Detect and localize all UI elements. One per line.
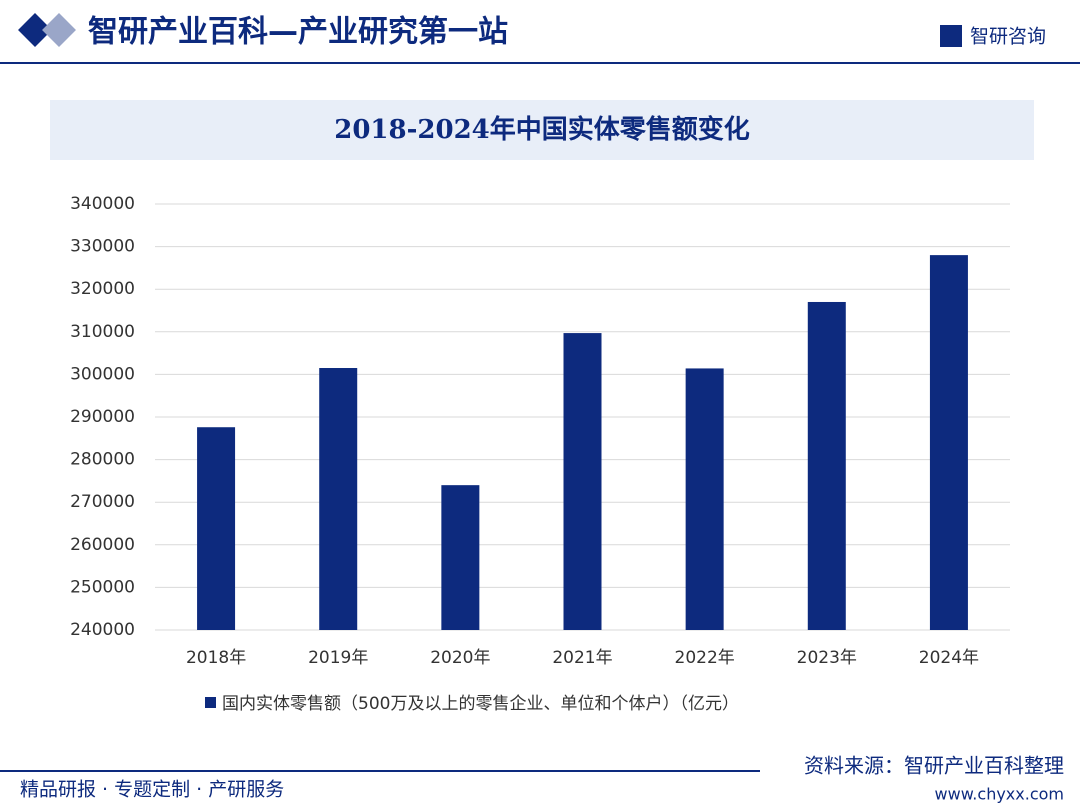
y-tick-label: 330000 [70,237,135,257]
bar [807,301,846,630]
bar [685,368,724,630]
x-tick-label: 2021年 [552,648,612,668]
x-tick-label: 2020年 [430,648,490,668]
y-tick-label: 250000 [70,577,135,597]
chart-title: 2018-2024年中国实体零售额变化 [334,114,750,145]
x-tick-label: 2018年 [186,648,246,668]
y-tick-label: 280000 [70,450,135,470]
logo-icon [940,25,962,47]
bar [197,427,236,630]
footer-url: www.chyxx.com [935,785,1064,804]
bar [563,333,602,630]
header-logo: 智研咨询 [970,26,1046,48]
y-tick-label: 260000 [70,535,135,555]
footer-source: 资料来源：智研产业百科整理 [804,754,1064,778]
y-tick-label: 270000 [70,492,135,512]
y-tick-label: 320000 [70,279,135,299]
header-title: 智研产业百科—产业研究第一站 [88,15,508,50]
x-tick-label: 2019年 [308,648,368,668]
y-tick-label: 240000 [70,620,135,640]
y-tick-label: 300000 [70,364,135,384]
legend-swatch [205,697,216,708]
plot: 240000 250000 260000 270000 280000 290000 3000… [70,194,1010,714]
footer-left: 精品研报 · 专题定制 · 产研服务 [20,779,284,801]
x-tick-label: 2024年 [919,648,979,668]
title-box [50,100,1034,160]
bar [319,368,358,630]
bar [929,255,968,630]
x-tick-label: 2023年 [797,648,857,668]
bar [441,485,480,630]
y-tick-label: 340000 [70,194,135,214]
legend-label: 国内实体零售额（500万及以上的零售企业、单位和个体户）（亿元） [222,694,739,714]
y-tick-label: 290000 [70,407,135,427]
x-tick-label: 2022年 [675,648,735,668]
y-tick-label: 310000 [70,322,135,342]
